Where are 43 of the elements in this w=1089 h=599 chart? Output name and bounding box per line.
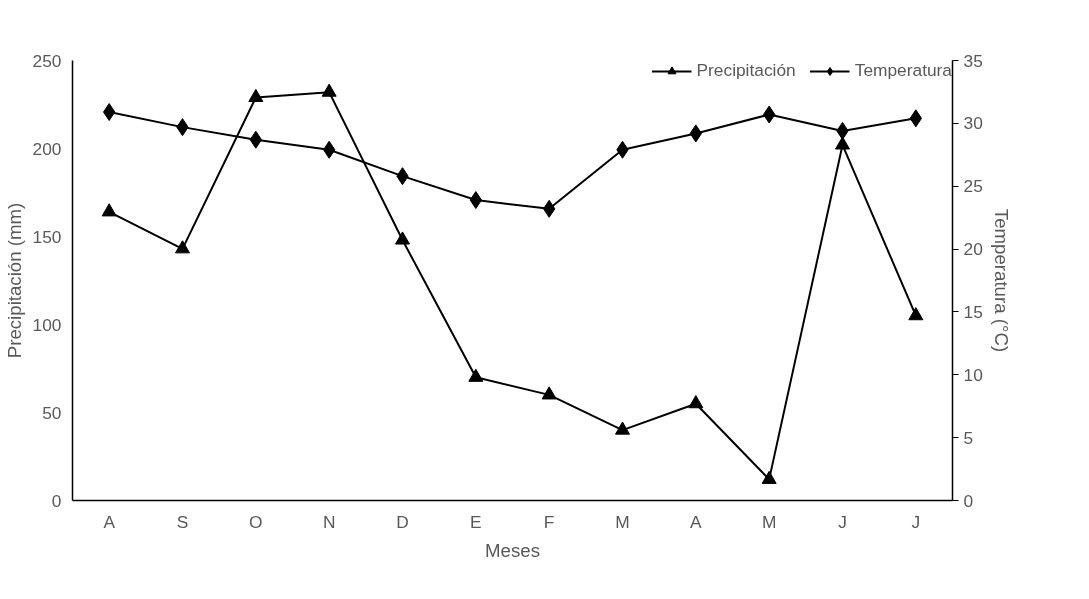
x-tick-label: A [690, 511, 703, 532]
y-tick-label: 200 [32, 138, 62, 159]
point [541, 386, 557, 400]
y2-tick-label: 0 [963, 490, 974, 511]
y2-tick-label: 10 [963, 364, 983, 385]
point [468, 368, 484, 382]
x-tick-label: E [470, 511, 482, 532]
point [761, 470, 777, 484]
x-axis-title: Meses [485, 539, 540, 561]
y2-tick-label: 35 [963, 50, 983, 71]
y2-axis-title: Temperatura (°C) [990, 208, 1012, 353]
x-tick-label: S [176, 511, 189, 532]
y-tick-label: 150 [32, 226, 62, 247]
point [395, 231, 410, 245]
x-tick-label: J [838, 511, 847, 532]
x-tick-label: O [249, 511, 263, 532]
y-tick-label: 0 [51, 490, 62, 511]
point [101, 203, 117, 217]
x-tick-label: N [322, 511, 336, 532]
point [688, 395, 704, 409]
y-tick-label: 250 [32, 50, 62, 71]
point [615, 421, 630, 435]
y2-tick-label: 5 [963, 427, 974, 448]
y2-tick-label: 25 [963, 176, 983, 197]
x-tick-label: F [543, 511, 555, 532]
legend-label: Precipitación [696, 60, 796, 81]
x-tick-label: A [103, 511, 116, 532]
point [248, 88, 264, 102]
y2-tick-label: 30 [963, 113, 983, 134]
point [175, 240, 190, 254]
point [321, 83, 337, 97]
y-axis-title: Precipitación (mm) [3, 202, 25, 359]
point [908, 307, 924, 321]
y-tick-label: 50 [42, 402, 62, 423]
legend-label: Temperatura [854, 60, 952, 81]
point [835, 136, 850, 150]
x-tick-label: M [615, 511, 630, 532]
y2-tick-label: 20 [963, 239, 983, 260]
x-tick-label: M [761, 511, 777, 532]
y2-tick-label: 15 [963, 301, 983, 322]
y-tick-label: 100 [32, 314, 62, 335]
x-tick-label: J [911, 511, 921, 532]
x-tick-label: D [396, 511, 409, 532]
